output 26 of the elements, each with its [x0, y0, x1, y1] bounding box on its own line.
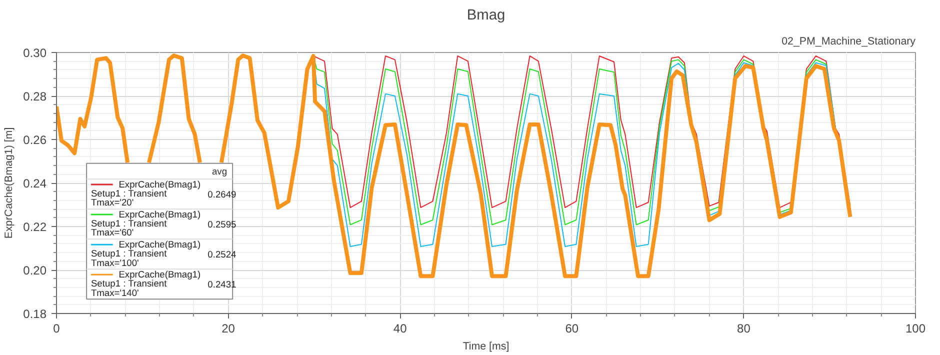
legend-label: ExprCache(Bmag1) Setup1 : Transient Tmax='100' — [90, 240, 201, 268]
x-tick-label: 40 — [393, 322, 408, 336]
x-tick-label: 80 — [737, 322, 751, 336]
legend-label: ExprCache(Bmag1) Setup1 : Transient Tmax='60' — [90, 210, 201, 238]
text: 02_PM_Machine_Stationary — [782, 36, 916, 48]
chart-title: Bmag — [466, 8, 506, 24]
annotation: 0.2524 — [208, 250, 236, 260]
legend-label: ExprCache(Bmag1) Setup1 : Transient Tmax='140' — [90, 270, 201, 298]
annotation: 0.2649 — [208, 190, 236, 200]
x-tick-label: 0 — [53, 322, 60, 336]
legend-label: ExprCache(Bmag1) Setup1 : Transient Tmax='20' — [90, 180, 201, 208]
y-tick-label: 0.30 — [23, 46, 47, 60]
annotation: 0.2595 — [208, 220, 236, 230]
x-tick-label: 20 — [222, 322, 236, 336]
y-tick-label: 0.22 — [23, 220, 47, 234]
y-tick-label: 0.20 — [23, 264, 47, 278]
x-tick-label: 60 — [565, 322, 579, 336]
y-tick-label: 0.24 — [23, 176, 47, 190]
x-axis-title: Time [ms] — [462, 340, 510, 352]
y-tick-label: 0.28 — [23, 90, 47, 104]
y-axis-title: ExprCache(Bmag1) [m] — [3, 127, 16, 239]
x-tick-label: 100 — [905, 322, 926, 336]
annotation: 0.2431 — [208, 280, 236, 290]
y-tick-label: 0.18 — [23, 307, 47, 321]
y-tick-label: 0.26 — [23, 133, 47, 147]
legend-title: avg — [212, 166, 228, 176]
